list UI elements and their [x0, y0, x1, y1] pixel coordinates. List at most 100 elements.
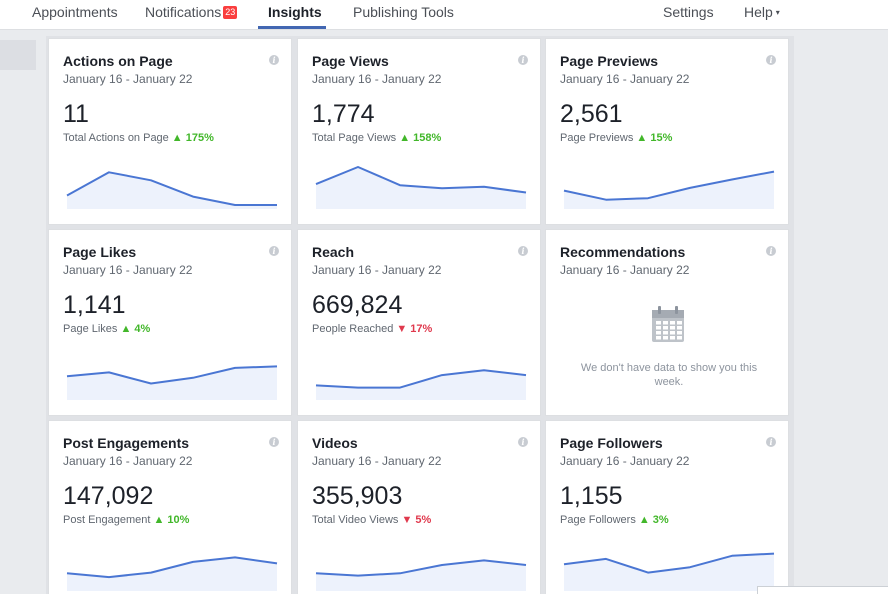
card-title[interactable]: Page Likes: [63, 244, 137, 260]
card-value: 1,155: [560, 482, 623, 510]
sparkline-chart: [315, 559, 527, 591]
card-title[interactable]: Page Previews: [560, 53, 659, 69]
insight-card-reach[interactable]: Reach January 16 - January 22 i 669,824 Peop…: [297, 229, 541, 416]
card-sub-label: People Reached: [312, 323, 394, 335]
card-date-range: January 16 - January 22: [63, 72, 193, 86]
tab-label: Publishing Tools: [353, 4, 454, 20]
insight-card-page-views[interactable]: Page Views January 16 - January 22 i 1,774 T…: [297, 38, 541, 225]
card-sub-label: Total Page Views: [312, 132, 397, 144]
trend-percent: 10%: [167, 514, 190, 526]
arrow-up-icon: ▲: [171, 132, 183, 144]
card-date-range: January 16 - January 22: [63, 263, 193, 277]
info-icon[interactable]: i: [269, 55, 279, 65]
card-date-range: January 16 - January 22: [560, 454, 690, 468]
card-title[interactable]: Reach: [312, 244, 355, 260]
info-icon[interactable]: i: [518, 246, 528, 256]
info-icon[interactable]: i: [269, 246, 279, 256]
info-icon[interactable]: i: [766, 246, 776, 256]
trend-indicator: ▼ 5%: [401, 514, 431, 526]
trend-percent: 15%: [650, 132, 673, 144]
card-title[interactable]: Recommendations: [560, 244, 686, 260]
trend-percent: 175%: [185, 132, 214, 144]
tab-publishing-tools[interactable]: Publishing Tools: [353, 2, 454, 32]
insight-card-actions-on-page[interactable]: Actions on Page January 16 - January 22 i 1…: [48, 38, 292, 225]
insight-card-videos[interactable]: Videos January 16 - January 22 i 355,903 Tot…: [297, 420, 541, 594]
insight-card-post-engagements[interactable]: Post Engagements January 16 - January 22 i…: [48, 420, 292, 594]
card-title[interactable]: Videos: [312, 435, 358, 451]
card-date-range: January 16 - January 22: [312, 454, 442, 468]
trend-indicator: ▲ 4%: [120, 323, 150, 335]
card-subtitle: People Reached ▼ 17%: [312, 323, 432, 335]
card-sub-label: Page Likes: [63, 323, 118, 335]
sparkline-chart: [315, 369, 527, 400]
sparkline-area: [316, 560, 526, 591]
insight-card-page-previews[interactable]: Page Previews January 16 - January 22 i 2,5…: [545, 38, 789, 225]
trend-percent: 3%: [652, 514, 669, 526]
card-subtitle: Page Previews ▲ 15%: [560, 132, 672, 144]
sparkline-chart: [66, 365, 278, 400]
sparkline-line: [66, 556, 278, 579]
card-value: 1,141: [63, 291, 126, 319]
card-date-range: January 16 - January 22: [560, 72, 690, 86]
card-title[interactable]: Post Engagements: [63, 435, 190, 451]
arrow-up-icon: ▲: [153, 514, 165, 526]
sparkline-line: [315, 559, 527, 577]
sparkline-area: [564, 553, 774, 591]
arrow-up-icon: ▲: [636, 132, 648, 144]
info-icon[interactable]: i: [518, 437, 528, 447]
tab-label: Appointments: [32, 4, 118, 20]
info-icon[interactable]: i: [766, 55, 776, 65]
card-sub-label: Total Video Views: [312, 514, 399, 526]
trend-percent: 158%: [413, 132, 442, 144]
info-icon[interactable]: i: [766, 437, 776, 447]
trend-percent: 4%: [134, 323, 151, 335]
tab-label: Help: [744, 4, 773, 20]
card-title[interactable]: Page Views: [312, 53, 389, 69]
card-title[interactable]: Actions on Page: [63, 53, 173, 69]
tab-label: Notifications: [145, 4, 222, 20]
card-title[interactable]: Page Followers: [560, 435, 663, 451]
card-sub-label: Page Previews: [560, 132, 634, 144]
arrow-up-icon: ▲: [120, 323, 132, 335]
sparkline-chart: [66, 556, 278, 591]
card-sub-label: Post Engagement: [63, 514, 151, 526]
sparkline-area: [67, 172, 277, 209]
tab-settings[interactable]: Settings: [663, 2, 714, 32]
card-subtitle: Post Engagement ▲ 10%: [63, 514, 189, 526]
card-value: 2,561: [560, 100, 623, 128]
trend-indicator: ▲ 158%: [399, 132, 441, 144]
card-value: 1,774: [312, 100, 375, 128]
trend-indicator: ▲ 175%: [172, 132, 214, 144]
insight-card-recommendations[interactable]: Recommendations January 16 - January 22 i …: [545, 229, 789, 416]
tab-notifications[interactable]: Notifications 23: [145, 2, 238, 32]
info-icon[interactable]: i: [269, 437, 279, 447]
left-rail-item[interactable]: [0, 40, 36, 70]
sparkline-chart: [66, 171, 277, 209]
sparkline-chart: [563, 552, 775, 591]
insight-card-page-likes[interactable]: Page Likes January 16 - January 22 i 1,141 P…: [48, 229, 292, 416]
info-icon[interactable]: i: [518, 55, 528, 65]
top-navigation: Appointments Notifications 23 Insights Pu…: [0, 0, 888, 30]
active-tab-indicator: [258, 26, 326, 29]
notification-count-badge: 23: [223, 6, 238, 19]
sparkline-line: [563, 552, 775, 574]
card-date-range: January 16 - January 22: [312, 72, 442, 86]
empty-state-message: We don't have data to show you this week…: [580, 362, 758, 388]
chat-bar-corner[interactable]: [757, 586, 888, 594]
sparkline-chart: [315, 166, 527, 209]
card-subtitle: Page Followers ▲ 3%: [560, 514, 669, 526]
tab-insights[interactable]: Insights: [268, 2, 322, 32]
tab-label: Settings: [663, 4, 714, 20]
insight-card-page-followers[interactable]: Page Followers January 16 - January 22 i 1,…: [545, 420, 789, 594]
sparkline-area: [316, 167, 526, 209]
trend-indicator: ▼ 17%: [396, 323, 432, 335]
tab-label: Insights: [268, 4, 322, 20]
sparkline-area: [316, 370, 526, 400]
sparkline-line: [315, 369, 527, 389]
card-subtitle: Total Page Views ▲ 158%: [312, 132, 441, 144]
card-sub-label: Page Followers: [560, 514, 636, 526]
arrow-down-icon: ▼: [396, 323, 408, 335]
tab-appointments[interactable]: Appointments: [32, 2, 118, 32]
tab-help[interactable]: Help ▾: [744, 2, 780, 32]
card-value: 11: [63, 100, 89, 128]
